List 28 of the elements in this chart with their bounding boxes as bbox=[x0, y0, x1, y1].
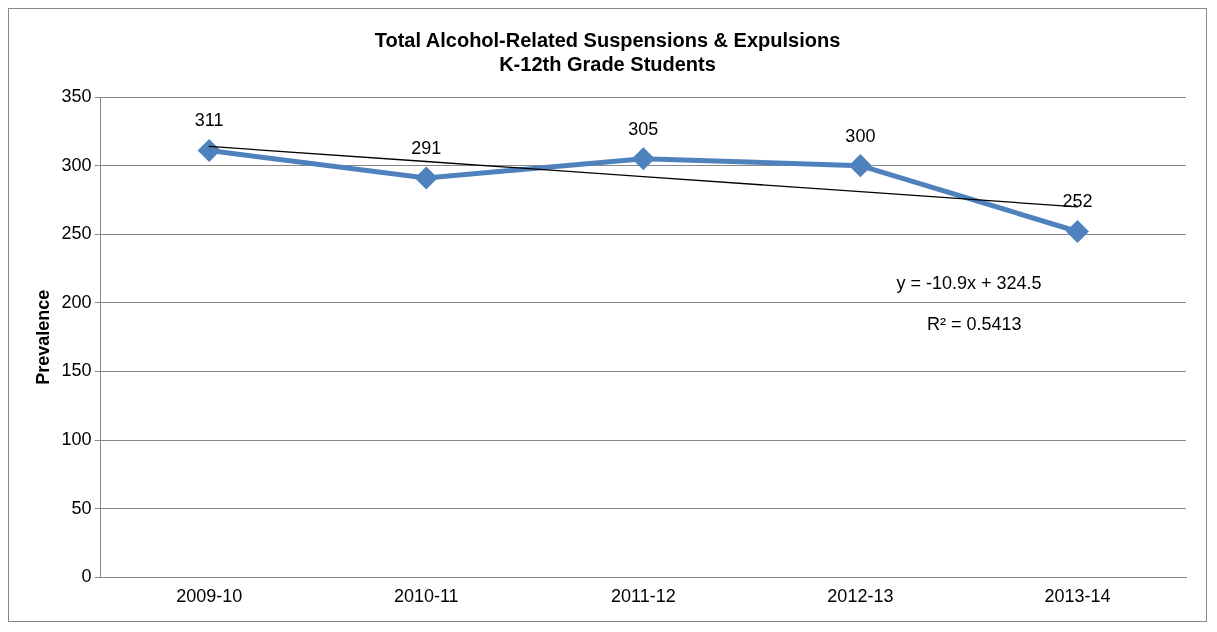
y-tick-label: 0 bbox=[81, 566, 92, 587]
annotation: y = -10.9x + 324.5 bbox=[896, 273, 1042, 294]
y-tick-label: 350 bbox=[61, 85, 92, 106]
point bbox=[849, 155, 871, 177]
data-label: 311 bbox=[194, 110, 224, 131]
y-tick-label: 250 bbox=[61, 223, 92, 244]
x-tick-label: 2011-12 bbox=[610, 586, 676, 607]
data-label: 300 bbox=[845, 125, 876, 146]
y-tick-label: 200 bbox=[61, 291, 92, 312]
data-label: 305 bbox=[628, 118, 659, 139]
y-tick-label: 50 bbox=[71, 497, 92, 518]
x-tick-label: 2012-13 bbox=[827, 586, 894, 607]
x-tick-label: 2010-11 bbox=[393, 586, 459, 607]
chart-title: Total Alcohol-Related Suspensions & Expulsions bbox=[374, 28, 841, 51]
point bbox=[632, 148, 654, 170]
y-tick-label: 300 bbox=[61, 154, 92, 175]
data-label: 252 bbox=[1062, 191, 1093, 212]
data-label: 291 bbox=[411, 137, 442, 158]
y-tick-label: 150 bbox=[61, 360, 92, 381]
y-tick-label: 100 bbox=[61, 429, 92, 450]
x-tick-label: 2009-10 bbox=[176, 586, 243, 607]
point bbox=[415, 167, 437, 189]
chart-subtitle: K-12th Grade Students bbox=[499, 52, 716, 75]
x-tick-label: 2013-14 bbox=[1044, 586, 1111, 607]
annotation: R² = 0.5413 bbox=[927, 314, 1022, 335]
point bbox=[1066, 221, 1088, 243]
point bbox=[198, 140, 220, 162]
y-axis-title: Prevalence bbox=[32, 289, 53, 385]
